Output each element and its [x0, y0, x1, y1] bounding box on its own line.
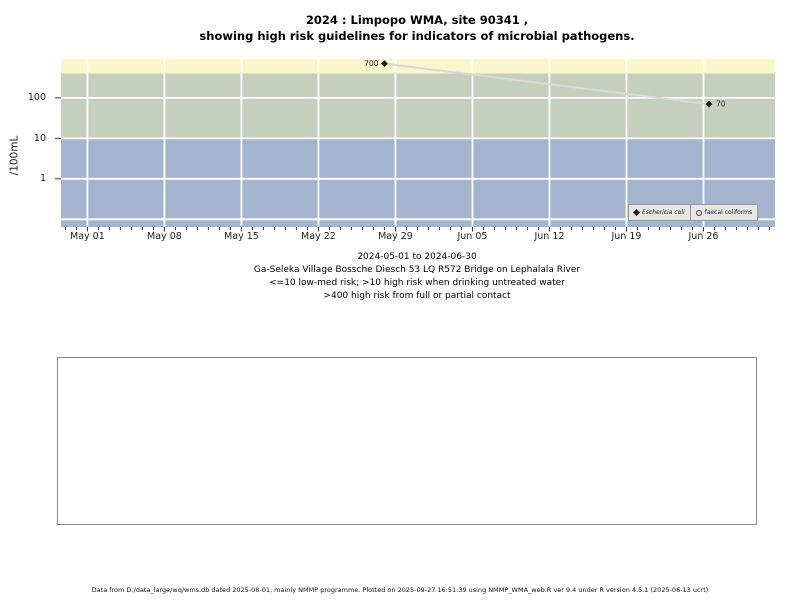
caption-date-range: 2024-05-01 to 2024-06-30: [357, 252, 477, 262]
x-axis-tick-label: May 01: [70, 231, 105, 242]
legend-label-ecoli: Eschericia coli: [642, 209, 685, 216]
x-axis-tick-label: May 15: [224, 231, 259, 242]
x-axis-tick-label: Jun 05: [457, 231, 488, 242]
caption-site-description: Ga-Seleka Village Bossche Diesch 53 LQ R…: [253, 265, 581, 275]
x-axis-tick-label: May 08: [147, 231, 182, 242]
chart-title-line1: 2024 : Limpopo WMA, site 90341 ,: [305, 13, 529, 27]
chart-caption: 2024-05-01 to 2024-06-30 Ga-Seleka Villa…: [34, 251, 800, 303]
x-axis-tick-label: Jun 19: [611, 231, 642, 242]
chart-title-line2: showing high risk guidelines for indicat…: [199, 29, 635, 43]
empty-second-panel: [57, 357, 757, 525]
data-point-label: 700: [364, 59, 379, 68]
chart-plot-area: 700 70: [55, 59, 775, 232]
legend-item-faecal-coliforms: faecal coliforms: [689, 204, 759, 221]
legend-label-faecal-coliforms: faecal coliforms: [704, 209, 753, 216]
caption-risk-guideline-2: >400 high risk from full or partial cont…: [323, 291, 511, 301]
y-axis-tick-label: 1: [39, 173, 46, 185]
open-circle-marker-icon: [695, 209, 702, 216]
x-axis-tick-label: Jun 26: [688, 231, 719, 242]
footer-note: Data from D:/data_large/wq/wms.db dated …: [91, 586, 709, 594]
chart-title: 2024 : Limpopo WMA, site 90341 , showing…: [34, 12, 800, 44]
x-axis-tick-label: May 22: [301, 231, 336, 242]
chart-legend: Eschericia coli faecal coliforms: [628, 204, 759, 221]
data-point-marker: [705, 100, 713, 108]
x-axis-tick-label: May 29: [378, 231, 413, 242]
data-point-label: 70: [716, 100, 726, 109]
x-axis-tick-label: Jun 12: [534, 231, 565, 242]
legend-item-ecoli: Eschericia coli: [628, 204, 691, 221]
caption-risk-guideline-1: <=10 low-med risk; >10 high risk when dr…: [269, 278, 565, 288]
filled-diamond-marker-icon: [632, 208, 641, 217]
y-axis-tick-label: 10: [33, 132, 46, 144]
y-axis-tick-label: 100: [27, 92, 46, 104]
